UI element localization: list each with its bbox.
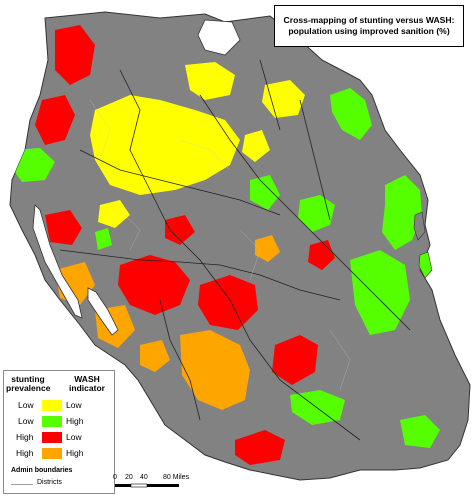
- lake-tanganyika: [32, 204, 83, 319]
- legend-swatch-orange: [42, 448, 62, 459]
- legend-swatch-green: [42, 416, 62, 427]
- legend-stunting-level: Low: [18, 400, 34, 410]
- legend-swatch-red: [42, 432, 62, 443]
- legend-district-line: [11, 484, 33, 485]
- legend: stunting prevalence WASH indicator Low L…: [3, 370, 115, 494]
- admin-boundaries: [59, 59, 411, 441]
- lake-nyasa: [87, 287, 119, 336]
- lake-victoria: [197, 19, 241, 56]
- map-title-line-2: population using improved sanition (%): [288, 26, 450, 36]
- map-title-line-1: Cross-mapping of stunting versus WASH:: [283, 15, 455, 25]
- legend-admin-boundaries: Admin boundaries: [11, 467, 73, 474]
- legend-row-high-high: High High: [4, 447, 116, 460]
- legend-stunting-level: Low: [18, 416, 34, 426]
- scale-label-20: 20: [125, 474, 133, 481]
- scale-label-40: 40: [140, 474, 148, 481]
- zanzibar-island: [418, 251, 433, 279]
- zone-low-stunting-low-wash: [90, 62, 305, 228]
- pemba-island: [413, 211, 426, 241]
- legend-header-wash: WASH indicator: [69, 374, 105, 393]
- zone-low-stunting-high-wash: [12, 88, 440, 448]
- legend-stunting-level: High: [16, 448, 34, 458]
- district-boundaries: [89, 99, 351, 391]
- legend-wash-level: High: [66, 448, 84, 458]
- legend-wash-level: Low: [66, 400, 82, 410]
- legend-districts: Districts: [37, 479, 62, 486]
- legend-row-low-low: Low Low: [4, 399, 116, 412]
- scale-label-0: 0: [113, 474, 117, 481]
- legend-stunting-level: High: [16, 432, 34, 442]
- legend-wash-level: Low: [66, 432, 82, 442]
- legend-row-low-high: Low High: [4, 415, 116, 428]
- legend-wash-level: High: [66, 416, 84, 426]
- legend-swatch-yellow: [42, 400, 62, 411]
- zone-high-stunting-low-wash: [35, 25, 335, 465]
- legend-row-high-low: High Low: [4, 431, 116, 444]
- map-title-box: Cross-mapping of stunting versus WASH: p…: [274, 5, 464, 47]
- legend-header-stunting: stunting prevalence: [6, 374, 51, 393]
- scale-bar: [115, 483, 179, 488]
- scale-label-80-miles: 80 Miles: [163, 474, 190, 481]
